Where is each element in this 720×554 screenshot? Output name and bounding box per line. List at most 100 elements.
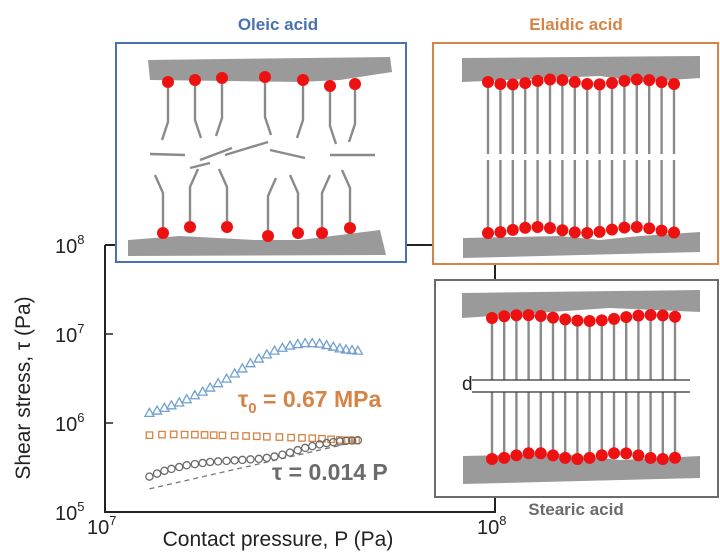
head-group (486, 453, 498, 465)
head-group (544, 222, 556, 235)
circle-point (152, 469, 162, 478)
square-point (242, 432, 250, 440)
triangle-point (189, 389, 201, 400)
tau0-symbol: τ (238, 386, 248, 412)
head-group (559, 451, 572, 464)
head-group (534, 309, 547, 322)
head-group (531, 221, 544, 234)
circle-point (205, 457, 215, 467)
alkyl-tail (266, 177, 278, 230)
head-group (559, 313, 572, 326)
head-group (606, 77, 618, 90)
fit-annotation: τ = 0.014 P (272, 459, 388, 485)
head-group (643, 222, 656, 235)
head-group (221, 221, 233, 233)
circle-point (300, 443, 310, 453)
triangle-point (173, 396, 185, 407)
circle-point (308, 441, 317, 451)
circle-point (270, 452, 279, 461)
circle-point (262, 453, 272, 463)
head-group (292, 227, 304, 239)
head-group (655, 224, 668, 237)
x-axis-label: Contact pressure, P (Pa) (163, 528, 394, 551)
alkyl-tail (188, 168, 200, 221)
circle-point (278, 450, 287, 459)
alkyl-tail (347, 90, 357, 143)
square-point (169, 430, 178, 439)
head-group (632, 449, 645, 462)
tail-fragment (269, 148, 306, 160)
head-group (556, 74, 569, 87)
head-group (571, 314, 584, 327)
triangle-point (340, 343, 352, 354)
square-point (230, 431, 239, 440)
square-point (180, 430, 189, 439)
triangle-point (346, 344, 358, 355)
head-group (482, 227, 494, 239)
square-point (298, 434, 306, 442)
lower-surface (128, 230, 386, 256)
head-group (581, 226, 594, 239)
head-group (547, 311, 559, 324)
circle-point (285, 448, 295, 457)
circle-point (341, 436, 351, 446)
alkyl-tail (263, 83, 273, 136)
head-group (324, 80, 336, 92)
head-group (608, 447, 620, 460)
head-group (595, 314, 608, 327)
head-group (583, 314, 596, 327)
triangle-point (204, 381, 216, 392)
head-group (655, 76, 668, 89)
head-group (510, 449, 523, 462)
triangle-point (334, 342, 346, 353)
head-group (482, 76, 494, 88)
upper-surface (462, 290, 700, 318)
head-group (498, 310, 511, 323)
head-group (519, 77, 532, 90)
circle-point (190, 459, 200, 469)
head-group (522, 447, 535, 460)
square-point (252, 432, 261, 441)
head-group (344, 222, 356, 234)
head-group (669, 310, 681, 323)
circle-point (167, 464, 176, 474)
head-group (498, 451, 511, 464)
circle-point (222, 456, 231, 466)
triangle-point (313, 337, 326, 348)
oleic-title: Oleic acid (238, 15, 318, 34)
square-point (158, 430, 166, 439)
tail-fragment (224, 140, 269, 157)
head-group (632, 309, 645, 322)
head-group (668, 226, 680, 239)
alkyl-tail (193, 86, 203, 139)
circle-point (182, 461, 191, 470)
x-tick-label: 108 (477, 513, 506, 539)
x-tick-label: 107 (87, 513, 116, 539)
circle-point (213, 457, 223, 466)
head-group (494, 77, 507, 90)
head-group (620, 311, 633, 324)
lower-surface (463, 232, 700, 258)
head-group (534, 447, 547, 460)
circle-point (238, 455, 247, 465)
head-group (571, 452, 584, 465)
alkyl-tail (295, 86, 305, 139)
head-group (583, 451, 596, 464)
head-group (556, 224, 569, 237)
circle-point (198, 458, 207, 468)
head-group (510, 309, 523, 322)
head-group (262, 230, 274, 242)
head-group (544, 73, 556, 86)
head-group (618, 74, 631, 87)
y-tick-label: 106 (55, 410, 84, 436)
upper-surface (148, 57, 392, 82)
y-tick-label: 108 (55, 232, 84, 258)
circle-point (353, 435, 363, 445)
triangle-point (253, 352, 265, 363)
tau0-subscript: 0 (248, 400, 256, 417)
head-group (581, 77, 594, 90)
head-group (668, 78, 680, 91)
head-group (162, 76, 174, 88)
square-point (191, 430, 199, 439)
elaidic-title: Elaidic acid (529, 15, 623, 34)
